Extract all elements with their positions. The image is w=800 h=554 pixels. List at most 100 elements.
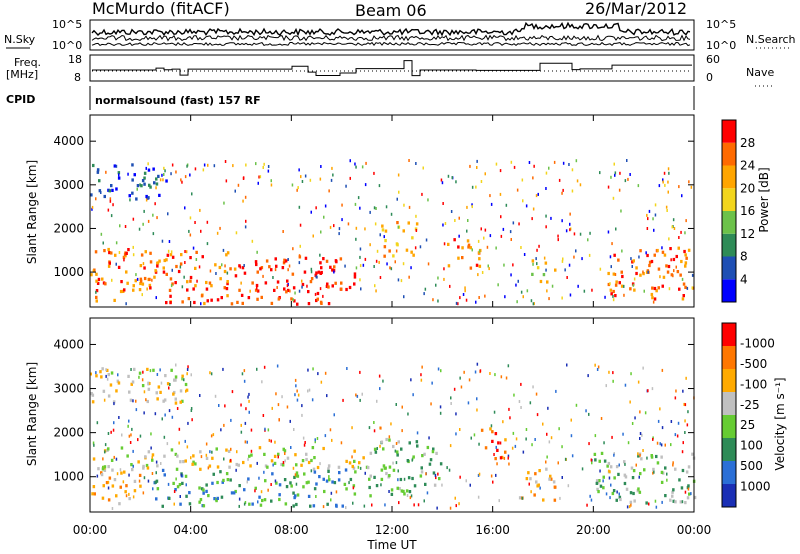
heatmap-cell (502, 227, 505, 231)
heatmap-cell (359, 398, 361, 402)
heatmap-cell (278, 493, 281, 497)
heatmap-cell (299, 223, 302, 227)
heatmap-cell (390, 422, 392, 426)
heatmap-cell (672, 274, 674, 278)
heatmap-cell (590, 498, 593, 502)
heatmap-cell (274, 479, 277, 483)
heatmap-cell (344, 264, 346, 268)
heatmap-cell (335, 490, 338, 494)
heatmap-cell (368, 485, 371, 490)
heatmap-cell (270, 499, 273, 503)
heatmap-cell (255, 283, 259, 288)
heatmap-cell (303, 472, 306, 476)
heatmap-cell (351, 455, 353, 459)
heatmap-cell (141, 384, 145, 388)
heatmap-cell (304, 441, 306, 444)
heatmap-cell (607, 282, 611, 287)
heatmap-cell (536, 262, 538, 266)
heatmap-cell (143, 276, 147, 281)
heatmap-cell (162, 270, 166, 274)
heatmap-cell (223, 286, 226, 290)
heatmap-cell (267, 169, 270, 173)
heatmap-cell (274, 440, 276, 444)
heatmap-cell (272, 463, 274, 467)
heatmap-cell (316, 465, 320, 470)
heatmap-cell (165, 301, 168, 305)
heatmap-cell (504, 450, 507, 454)
heatmap-cell (130, 433, 132, 437)
heatmap-cell (123, 470, 126, 474)
colorbar-segment (722, 369, 736, 392)
heatmap-cell (100, 375, 103, 379)
heatmap-cell (168, 496, 171, 500)
heatmap-cell (369, 474, 372, 478)
heatmap-cell (369, 210, 371, 214)
heatmap-cell (411, 236, 414, 240)
heatmap-cell (615, 227, 617, 231)
heatmap-cell (332, 173, 334, 177)
heatmap-cell (319, 287, 322, 291)
heatmap-cell (189, 233, 192, 237)
heatmap-cell (245, 163, 247, 167)
heatmap-cell (337, 478, 341, 482)
heatmap-cell (462, 293, 465, 296)
heatmap-cell (139, 277, 143, 281)
heatmap-cell (672, 463, 674, 467)
heatmap-cell (545, 187, 547, 190)
heatmap-cell (153, 275, 156, 279)
heatmap-cell (533, 302, 535, 306)
heatmap-cell (373, 447, 377, 451)
heatmap-cell (107, 247, 110, 252)
heatmap-cell (596, 487, 599, 491)
heatmap-cell (638, 490, 642, 494)
heatmap-cell (154, 202, 156, 206)
heatmap-cell (297, 393, 300, 397)
heatmap-cell (258, 476, 260, 480)
heatmap-cell (176, 485, 180, 489)
heatmap-cell (660, 443, 663, 447)
heatmap-cell (260, 295, 263, 299)
heatmap-cell (635, 271, 638, 276)
heatmap-cell (599, 267, 602, 271)
heatmap-cell (230, 418, 232, 422)
heatmap-cell (171, 268, 173, 272)
heatmap-cell (388, 435, 391, 439)
heatmap-cell (221, 263, 223, 267)
heatmap-cell (107, 373, 110, 377)
heatmap-cell (158, 193, 161, 197)
nave-tick-low: 0 (706, 71, 713, 84)
heatmap-cell (315, 275, 317, 279)
heatmap-cell (630, 372, 632, 376)
heatmap-cell (273, 461, 277, 465)
heatmap-cell (342, 398, 344, 402)
heatmap-cell (223, 457, 225, 461)
heatmap-cell (415, 162, 417, 165)
heatmap-cell (359, 278, 361, 282)
heatmap-cell (136, 277, 139, 281)
heatmap-cell (115, 262, 117, 266)
heatmap-cell (682, 294, 685, 298)
heatmap-cell (357, 465, 360, 469)
heatmap-cell (237, 463, 240, 467)
heatmap-cell (432, 471, 436, 475)
heatmap-cell (275, 264, 278, 268)
heatmap-cell (613, 476, 616, 480)
heatmap-cell (307, 368, 309, 372)
heatmap-cell (254, 489, 256, 493)
x-tick-label: 04:00 (173, 523, 208, 537)
noise-right-tick-high: 10^5 (706, 18, 736, 31)
heatmap-cell (679, 500, 683, 504)
heatmap-cell (413, 484, 417, 488)
heatmap-cell (379, 387, 381, 391)
heatmap-cell (660, 470, 664, 474)
heatmap-cell (310, 277, 314, 281)
heatmap-cell (226, 478, 230, 482)
heatmap-cell (670, 443, 672, 447)
nave-tick-high: 60 (706, 53, 720, 66)
heatmap-cell (125, 270, 128, 274)
heatmap-cell (612, 272, 616, 276)
heatmap-cell (272, 276, 274, 279)
heatmap-cell (159, 390, 162, 394)
heatmap-cell (335, 503, 338, 507)
heatmap-cell (447, 242, 450, 246)
